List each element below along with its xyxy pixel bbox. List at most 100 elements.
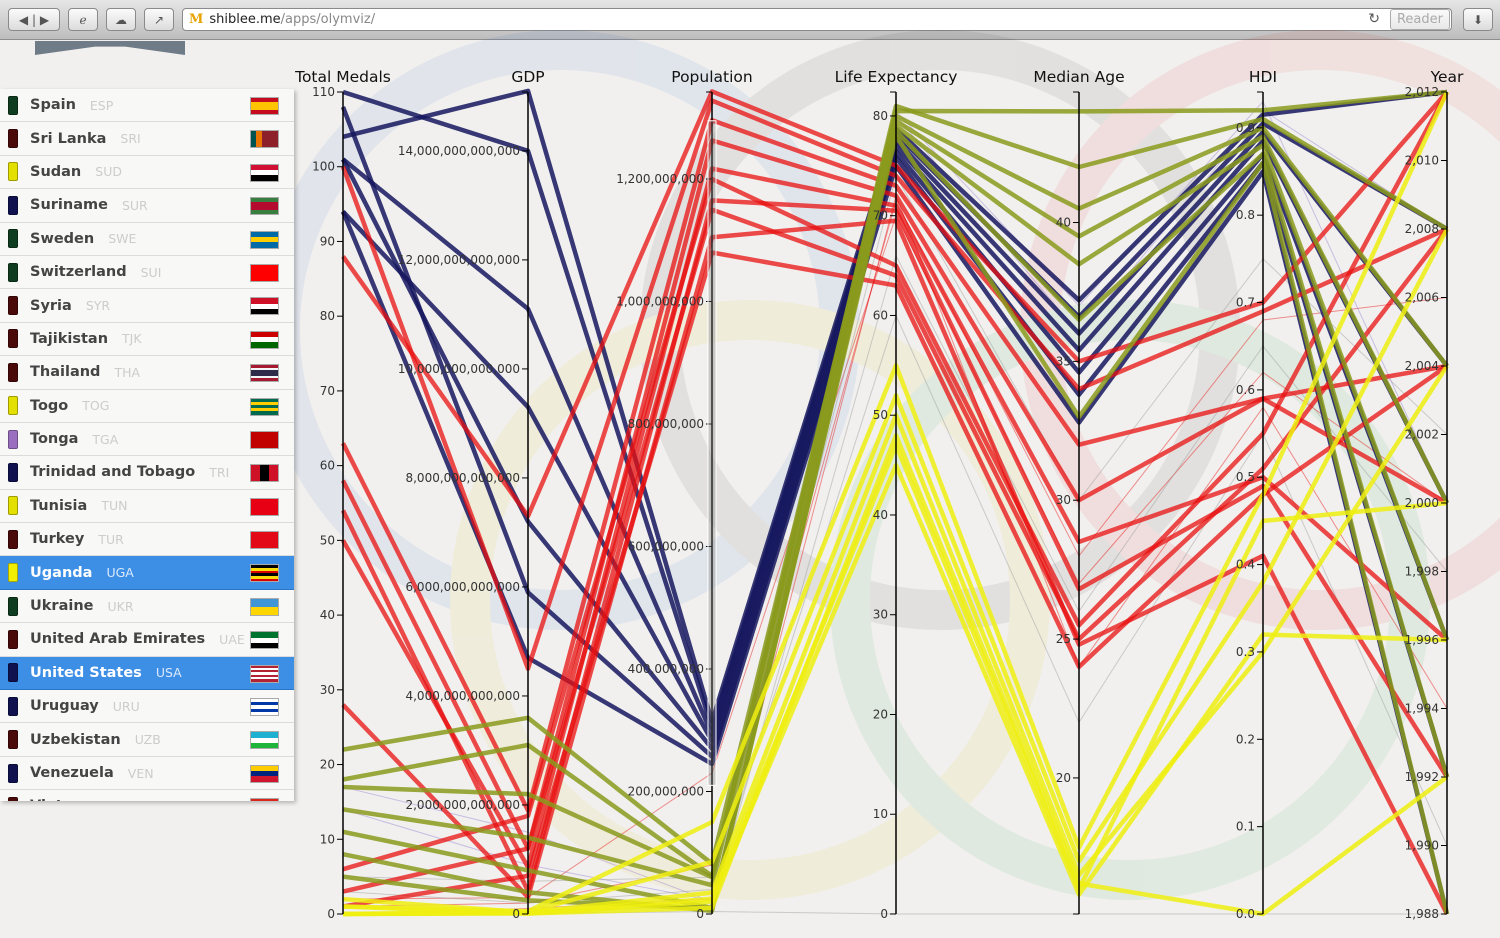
flag-icon — [250, 464, 279, 483]
tick-label: 0 — [327, 907, 335, 921]
country-row-uae[interactable]: United Arab Emirates UAE — [0, 623, 294, 657]
back-forward-button[interactable]: ◀ | ▶ — [8, 8, 60, 31]
country-row-sud[interactable]: Sudan SUD — [0, 156, 294, 190]
tick-label: 2,010 — [1405, 154, 1439, 168]
flag-icon — [250, 531, 279, 550]
axis-year[interactable]: Year 1,988 1,990 1,992 1,994 1,996 1,998 2,000 2… — [1405, 68, 1464, 921]
axis-brush[interactable] — [707, 120, 717, 786]
country-row-swe[interactable]: Sweden SWE — [0, 223, 294, 256]
color-swatch — [8, 796, 18, 801]
tick-label: 400,000,000 — [628, 662, 704, 676]
axis-title: Total Medals — [294, 68, 391, 86]
color-swatch — [8, 429, 18, 449]
cloud-icon[interactable]: ☁ — [106, 8, 136, 31]
country-name: Switzerland — [30, 264, 127, 281]
reload-icon[interactable]: ↻ — [1368, 11, 1380, 27]
country-code: SWE — [108, 231, 137, 247]
tick-label: 1,990 — [1405, 839, 1439, 853]
country-row-vie[interactable]: Vietnam VIE — [0, 790, 294, 801]
country-row-ukr[interactable]: Ukraine UKR — [0, 590, 294, 624]
country-row-uzb[interactable]: Uzbekistan UZB — [0, 723, 294, 757]
color-swatch — [8, 696, 18, 716]
color-swatch — [8, 496, 18, 516]
flag-icon — [250, 798, 279, 801]
country-name: Sudan — [30, 163, 82, 180]
tick-label: 4,000,000,000,000 — [405, 689, 520, 703]
country-code: UGA — [106, 565, 134, 581]
country-code: URU — [112, 698, 140, 714]
tick-label: 0 — [512, 907, 520, 921]
tick-label: 100 — [312, 160, 335, 174]
country-row-esp[interactable]: Spain ESP — [0, 89, 294, 123]
flag-icon — [250, 263, 279, 282]
axis-hdi[interactable]: HDI 0.0 0.1 0.2 0.3 0.4 0.5 0.6 0.7 0.8 0.9 — [1236, 68, 1277, 921]
country-name: Uruguay — [30, 698, 99, 715]
tick-label: 40 — [1056, 216, 1071, 230]
axis-title: Life Expectancy — [835, 68, 958, 86]
country-row-usa[interactable]: United States USA — [0, 656, 294, 691]
country-row-tha[interactable]: Thailand THA — [0, 356, 294, 390]
flag-icon — [250, 564, 279, 583]
flag-icon — [250, 698, 279, 717]
axis-life-expectancy[interactable]: Life Expectancy 0 10 20 30 40 50 60 70 80 — [835, 68, 958, 921]
country-row-sui[interactable]: Switzerland SUI — [0, 256, 294, 290]
country-code: VEN — [127, 765, 154, 781]
tick-label: 20 — [320, 758, 335, 772]
flag-icon — [250, 197, 279, 216]
country-name: Spain — [30, 97, 76, 114]
country-code: ESP — [89, 97, 114, 113]
back-icon[interactable]: ◀ — [18, 12, 29, 27]
flag-icon — [250, 631, 279, 650]
country-code: TRI — [209, 464, 230, 480]
reader-button[interactable]: Reader — [1390, 9, 1450, 30]
tick-label: 0.2 — [1236, 732, 1255, 746]
country-row-tun[interactable]: Tunisia TUN — [0, 490, 294, 524]
tick-label: 600,000,000 — [628, 539, 704, 553]
country-name: Trinidad and Tobago — [30, 464, 196, 481]
share-icon[interactable]: ↗ — [144, 8, 174, 31]
country-row-tri[interactable]: Trinidad and Tobago TRI — [0, 456, 294, 490]
color-swatch — [8, 262, 18, 282]
country-name: United States — [30, 664, 142, 681]
country-name: Uganda — [30, 564, 93, 581]
ie-icon[interactable]: ℯ — [68, 8, 98, 31]
tick-label: 0.6 — [1236, 383, 1255, 397]
country-row-uru[interactable]: Uruguay URU — [0, 690, 294, 724]
tick-label: 80 — [873, 109, 888, 123]
country-row-tur[interactable]: Turkey TUR — [0, 523, 294, 557]
tick-label: 40 — [873, 508, 888, 522]
country-row-uga[interactable]: Uganda UGA — [0, 556, 294, 590]
flag-icon — [250, 130, 279, 149]
tick-label: 70 — [873, 209, 888, 223]
country-code: SUD — [95, 164, 122, 180]
country-list[interactable]: Spain ESP Sri Lanka SRI Sudan SUD Suriname SUR S… — [0, 89, 294, 801]
forward-icon[interactable]: ▶ — [39, 12, 50, 27]
flag-icon — [250, 230, 279, 249]
tick-label: 1,988 — [1405, 907, 1439, 921]
axis-total-medals[interactable]: Total Medals 0 10 20 30 40 50 60 70 80 90 100 110 — [294, 68, 391, 921]
tick-label: 0 — [696, 907, 704, 921]
country-name: Venezuela — [30, 765, 114, 781]
download-icon[interactable]: ⬇ — [1463, 8, 1493, 31]
country-name: Sweden — [30, 230, 95, 247]
axis-population[interactable]: Population 0 200,000,000 400,000,000 600,000… — [616, 68, 753, 921]
country-code: THA — [114, 364, 141, 380]
axis-gdp[interactable]: GDP 0 2,000,000,000,000 4,000,000,000,000 6,… — [398, 68, 545, 921]
country-code: UAE — [219, 631, 245, 647]
country-row-sri[interactable]: Sri Lanka SRI — [0, 122, 294, 156]
flag-icon — [250, 97, 279, 115]
axis-median-age[interactable]: Median Age 20 25 30 35 40 — [1033, 68, 1125, 915]
axis-title: GDP — [511, 68, 544, 86]
country-row-syr[interactable]: Syria SYR — [0, 289, 294, 323]
tick-label: 20 — [873, 707, 888, 721]
flag-icon — [250, 430, 279, 449]
axis-title: HDI — [1249, 68, 1277, 86]
country-row-tog[interactable]: Togo TOG — [0, 390, 294, 423]
country-row-tjk[interactable]: Tajikistan TJK — [0, 323, 294, 357]
country-row-sur[interactable]: Suriname SUR — [0, 189, 294, 223]
country-row-tga[interactable]: Tonga TGA — [0, 423, 294, 457]
color-swatch — [8, 629, 18, 649]
tick-label: 35 — [1056, 354, 1071, 368]
country-row-ven[interactable]: Venezuela VEN — [0, 757, 294, 791]
address-bar[interactable]: M shiblee.me/apps/olymviz/ — [182, 8, 1452, 31]
